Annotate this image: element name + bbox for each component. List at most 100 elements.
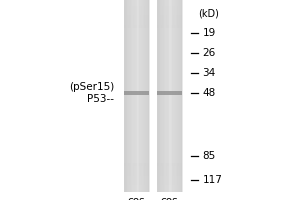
Bar [124,21,149,22]
Bar [157,122,182,123]
Bar [124,179,149,180]
Bar [157,107,182,108]
Bar [124,83,149,84]
Bar [124,78,149,79]
Bar [124,127,149,128]
Bar [124,101,149,102]
Bar [124,175,149,176]
Bar [124,135,149,136]
Bar [124,55,149,56]
Bar [157,30,182,31]
Bar [124,181,149,182]
Bar [127,0,128,192]
Bar [157,59,182,60]
Bar [157,73,182,74]
Bar [157,102,182,103]
Bar [124,5,149,6]
Bar [157,64,182,65]
Bar [124,168,149,169]
Bar [124,14,149,15]
Bar [157,14,182,15]
Bar [169,0,170,192]
Bar [157,175,182,176]
Bar [157,29,182,30]
Bar [124,16,149,17]
Bar [124,2,149,3]
Bar [124,0,126,192]
Bar [124,15,149,16]
Bar [124,47,149,48]
Bar [157,105,182,107]
Bar [124,49,149,50]
Bar [124,148,149,149]
Bar [157,91,182,92]
Bar [124,146,149,147]
Bar [140,0,141,192]
Bar [124,52,149,53]
Bar [157,165,182,166]
Bar [142,0,143,192]
Bar [157,76,182,77]
Bar [124,159,149,160]
Bar [157,5,182,6]
Bar [124,56,149,58]
Bar [157,190,182,191]
Bar [157,83,182,84]
Bar [124,51,149,52]
Bar [124,30,149,31]
Bar [124,140,149,141]
Bar [157,41,182,42]
Bar [124,39,149,40]
Bar [124,68,149,69]
Bar [165,0,166,192]
Bar [124,152,149,154]
Bar [144,0,145,192]
Bar [124,127,149,129]
Bar [157,112,182,113]
Bar [124,137,149,138]
Bar [157,160,182,161]
Bar [157,18,182,19]
Bar [157,114,182,115]
Bar [157,55,182,57]
Bar [157,147,182,148]
Bar [124,20,149,21]
Text: 19: 19 [202,28,216,38]
Bar [157,31,182,32]
Bar [124,10,149,12]
Bar [157,47,182,48]
Bar [124,104,149,106]
Bar [157,156,182,157]
Bar [157,7,182,8]
Bar [124,138,149,139]
Bar [124,85,149,86]
Bar [157,2,182,3]
Bar [157,54,182,55]
Bar [124,72,149,73]
Bar [124,31,149,32]
Bar [157,138,182,139]
Bar [124,12,149,13]
Bar [157,49,182,50]
Bar [157,85,182,86]
Bar [158,0,160,192]
Bar [157,129,182,131]
Bar [157,70,182,71]
Bar [157,169,182,170]
Bar [124,149,149,150]
Bar [157,16,182,17]
Bar [124,147,149,148]
Bar [157,106,182,108]
Bar [124,23,149,24]
Bar [124,95,149,96]
Bar [157,72,182,73]
Bar [157,22,182,23]
Bar [157,189,182,190]
Bar [124,155,149,156]
Bar [124,4,149,5]
Bar [124,59,149,60]
Bar [124,17,149,18]
Bar [157,133,182,134]
Bar [124,172,149,173]
Bar [124,136,149,137]
